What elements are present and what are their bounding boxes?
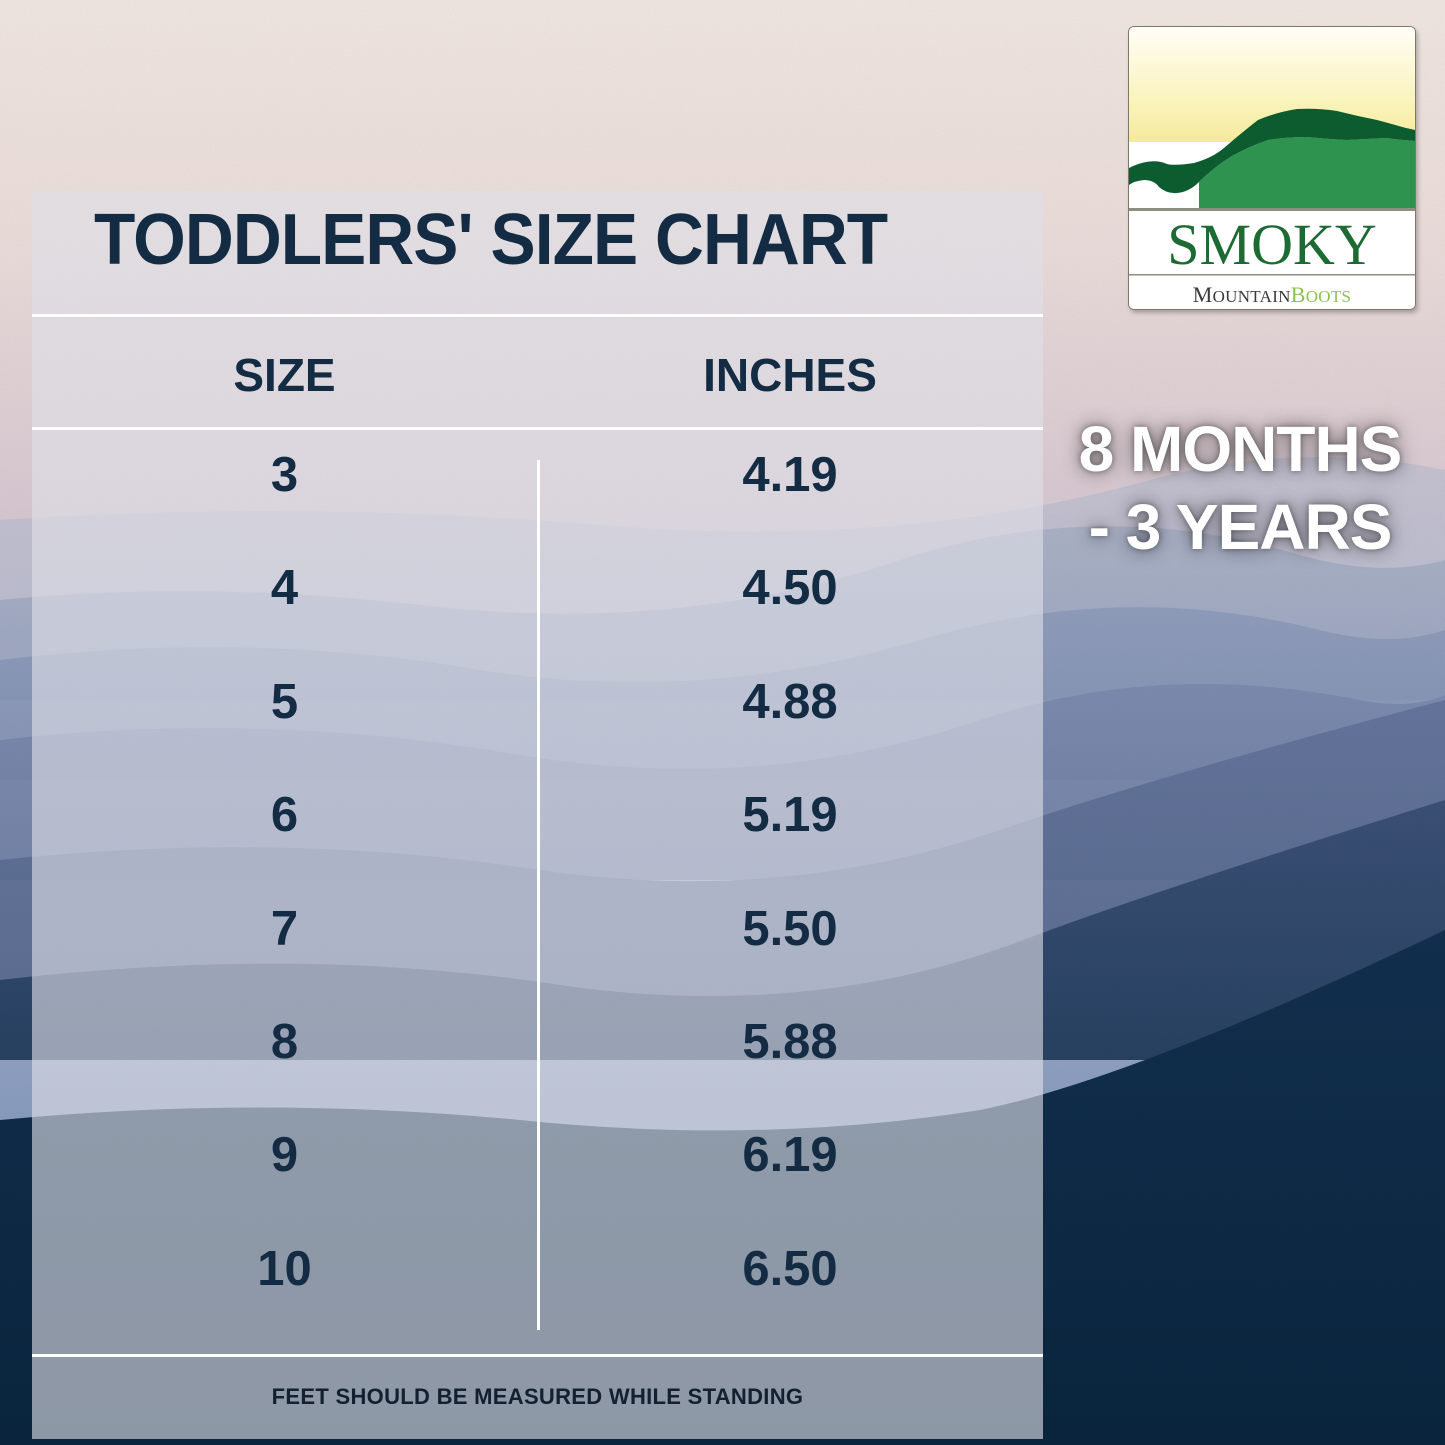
- svg-text:SMOKY: SMOKY: [1167, 212, 1377, 277]
